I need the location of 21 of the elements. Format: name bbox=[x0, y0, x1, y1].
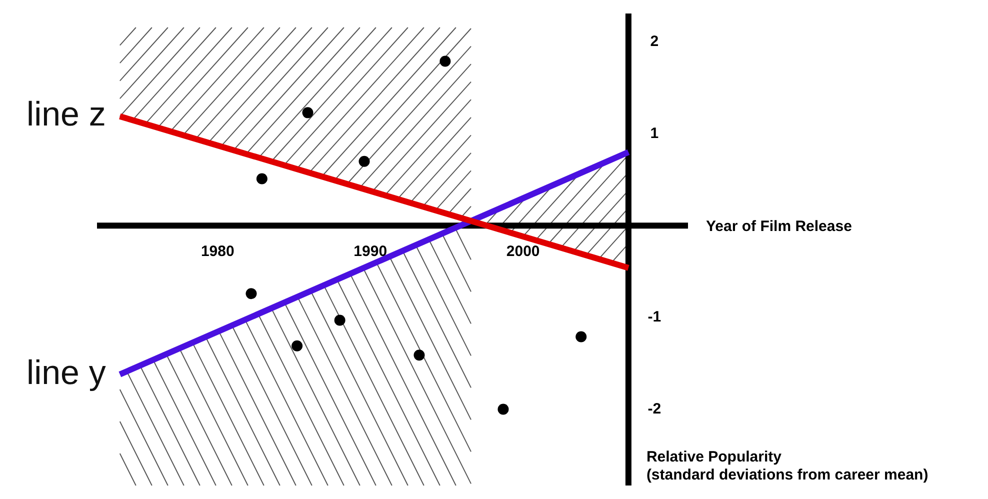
point bbox=[292, 340, 303, 352]
point bbox=[440, 56, 451, 67]
series-label: line y bbox=[26, 354, 106, 392]
y-tick-label: -2 bbox=[648, 400, 662, 418]
y-axis-title: Relative Popularity (standard deviations from career mean) bbox=[646, 448, 928, 484]
x-axis-title: Year of Film Release bbox=[706, 218, 852, 235]
y-tick-label: 1 bbox=[650, 124, 659, 142]
x-tick-label: 1990 bbox=[354, 242, 388, 260]
point bbox=[246, 288, 257, 300]
point bbox=[576, 331, 587, 342]
series-label: line z bbox=[26, 96, 106, 134]
point bbox=[358, 156, 370, 167]
x-tick-label: 2000 bbox=[506, 242, 540, 260]
point bbox=[498, 404, 509, 415]
y-tick-label: -1 bbox=[648, 308, 662, 326]
point bbox=[414, 350, 425, 361]
y-tick-label: 2 bbox=[650, 33, 659, 50]
point bbox=[334, 314, 346, 326]
x-tick-label: 1980 bbox=[200, 242, 234, 260]
point bbox=[302, 107, 314, 118]
point bbox=[256, 173, 268, 184]
